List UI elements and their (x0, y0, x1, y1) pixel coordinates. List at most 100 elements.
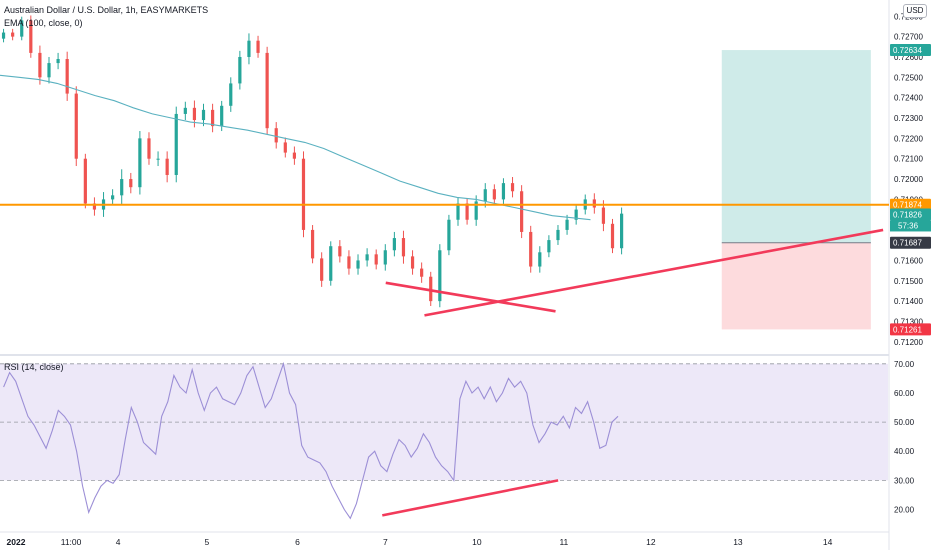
candle (529, 231, 533, 267)
candle (29, 20, 33, 53)
candle (147, 138, 151, 159)
candle (610, 223, 615, 249)
candle (92, 203, 97, 210)
price-tick-label: 0.72700 (894, 33, 923, 42)
rsi-line (3, 361, 619, 520)
price-label-box (890, 323, 931, 336)
price-label-box (890, 198, 931, 211)
time-tick-label: 14 (823, 537, 833, 547)
candle (520, 191, 524, 232)
candle (274, 128, 278, 143)
price-tick-label: 0.71600 (894, 256, 923, 265)
price-label-box (890, 208, 931, 221)
candle (383, 250, 387, 265)
candle (574, 209, 578, 220)
candle (538, 252, 542, 267)
chart-title: Australian Dollar / U.S. Dollar, 1h, EAS… (4, 5, 209, 15)
candle (456, 203, 460, 220)
price-label-box (890, 236, 931, 249)
price-tick-label: 0.72100 (894, 155, 923, 164)
candle (338, 246, 342, 257)
candle (256, 40, 260, 53)
price-label: 0.72634 (893, 46, 922, 55)
time-tick-label: 11 (559, 537, 568, 547)
price-tick-label: 0.72300 (894, 114, 923, 123)
time-tick-label: 5 (205, 537, 210, 547)
candle (492, 189, 496, 200)
candle (465, 203, 469, 220)
price-tick-label: 0.71200 (894, 338, 923, 347)
time-tick-label: 12 (646, 537, 656, 547)
currency-badge[interactable]: USD (903, 4, 927, 18)
time-tick-label: 13 (733, 537, 743, 547)
candle (1, 32, 6, 39)
candle (438, 250, 442, 302)
price-tick-label: 0.72500 (894, 73, 923, 82)
candle (356, 260, 360, 269)
candle (74, 93, 78, 159)
candle (83, 158, 87, 204)
candle (220, 105, 224, 127)
candle (156, 158, 160, 160)
candle (320, 258, 324, 281)
candle (483, 189, 487, 202)
candle (229, 83, 233, 106)
time-tick-label: 10 (472, 537, 482, 547)
time-tick-label: 4 (116, 537, 121, 547)
candle (111, 195, 115, 200)
candle (556, 229, 560, 241)
candle (410, 256, 415, 269)
candle (192, 107, 197, 121)
countdown-box (890, 220, 931, 232)
candle (265, 52, 269, 129)
rsi-tick-label: 60.00 (894, 389, 915, 398)
candle (547, 240, 551, 253)
candle (329, 246, 333, 281)
candle (129, 179, 133, 188)
price-tick-label: 0.72000 (894, 175, 923, 184)
time-tick-label: 2022 (7, 537, 26, 547)
price-tick-label: 0.72600 (894, 53, 923, 62)
rsi-tick-label: 30.00 (894, 476, 915, 485)
price-label: 0.71826 (893, 210, 922, 219)
price-label: 0.71874 (893, 201, 922, 210)
candle (292, 152, 296, 159)
support-trendline-2 (424, 228, 884, 317)
candle (210, 109, 215, 127)
rsi-trendline (382, 479, 559, 517)
candle (165, 158, 169, 175)
rsi-tick-label: 50.00 (894, 418, 915, 427)
candle (20, 20, 24, 37)
price-tick-label: 0.71500 (894, 277, 923, 286)
candle (401, 238, 406, 257)
candle (420, 268, 424, 277)
time-tick-label: 6 (295, 537, 300, 547)
candle (510, 183, 515, 192)
candle (447, 219, 451, 251)
rsi-tick-label: 70.00 (894, 360, 915, 369)
candle (283, 142, 287, 153)
candle (365, 254, 369, 261)
candle (201, 109, 206, 121)
rsi-tick-label: 40.00 (894, 447, 915, 456)
candle (120, 179, 124, 196)
candle (138, 138, 142, 188)
candle (47, 63, 51, 78)
candle (429, 276, 433, 302)
ema-line (0, 74, 591, 221)
position-stop-zone (721, 242, 871, 330)
candle (183, 107, 187, 114)
candle (392, 238, 396, 251)
candle (310, 229, 315, 259)
ema-legend: EMA (100, close, 0) (4, 18, 83, 28)
candle (174, 113, 178, 175)
candle (238, 56, 242, 84)
candle (501, 183, 506, 200)
candle (247, 40, 251, 57)
time-tick-label: 7 (383, 537, 388, 547)
support-trendline-1 (385, 281, 556, 313)
price-tick-label: 0.72400 (894, 94, 923, 103)
candle (474, 201, 478, 220)
candle (347, 256, 351, 269)
